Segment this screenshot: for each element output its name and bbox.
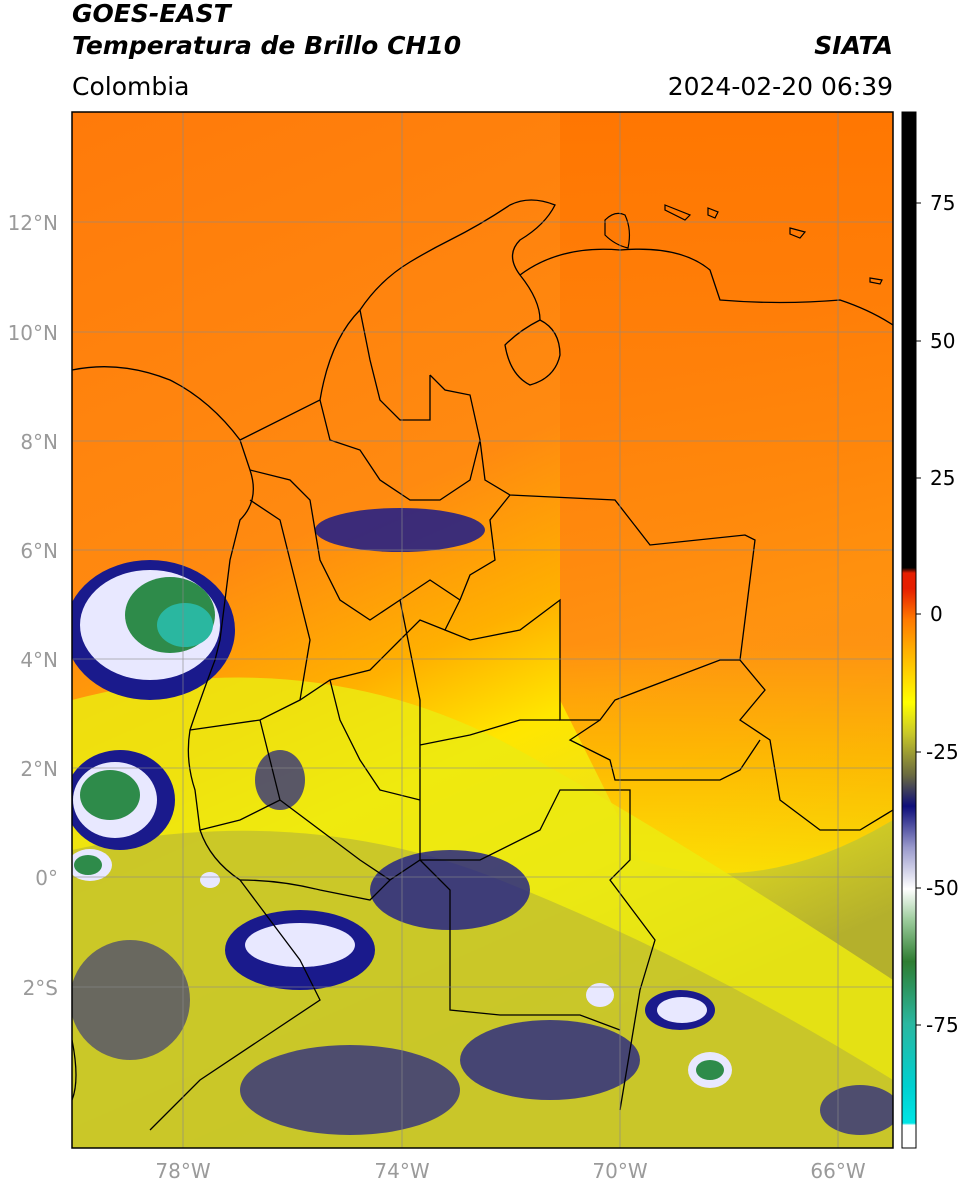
cloud-cluster-pacific [72,560,235,700]
lat-label: 6°N [20,539,58,563]
colorbar-label: 75 [930,191,955,215]
islands [604,204,883,285]
region-label: Colombia [72,72,190,101]
colorbar-label: 25 [930,466,955,490]
colorbar-label: 0 [930,602,943,626]
colorbar-label: -50 [926,876,959,900]
cloud-cluster-central [255,508,485,810]
agency-label: SIATA [814,31,893,60]
lon-label: 74°W [374,1159,429,1183]
lon-label: 70°W [592,1159,647,1183]
lon-label: 66°W [810,1159,865,1183]
graticule [72,112,893,1148]
colorbar-label: -25 [926,740,959,764]
lon-label: 78°W [155,1159,210,1183]
lat-label: 12°N [8,211,58,235]
lat-label: 0° [35,866,58,890]
country-borders [72,199,893,1131]
colorbar: 75 50 25 0 -25 -50 -75 [901,111,959,1149]
cloud-cluster-amazon [72,850,893,1135]
timestamp: 2024-02-20 06:39 [667,72,893,101]
cloud-cluster-southwest [72,750,175,881]
lat-label: 8°N [20,430,58,454]
lat-label: 2°N [20,757,58,781]
latitude-labels: 12°N 10°N 8°N 6°N 4°N 2°N 0° 2°S [8,211,58,1000]
colorbar-label: 50 [930,329,955,353]
lat-label: 10°N [8,321,58,345]
title-product: Temperatura de Brillo CH10 [72,31,462,60]
map-frame [71,111,894,1149]
imagery-layer [72,112,893,1148]
lat-label: 4°N [20,648,58,672]
lat-label: 2°S [23,976,58,1000]
title-satellite: GOES-EAST [72,0,231,28]
longitude-labels: 78°W 74°W 70°W 66°W [155,1159,865,1183]
colorbar-label: -75 [926,1013,959,1037]
